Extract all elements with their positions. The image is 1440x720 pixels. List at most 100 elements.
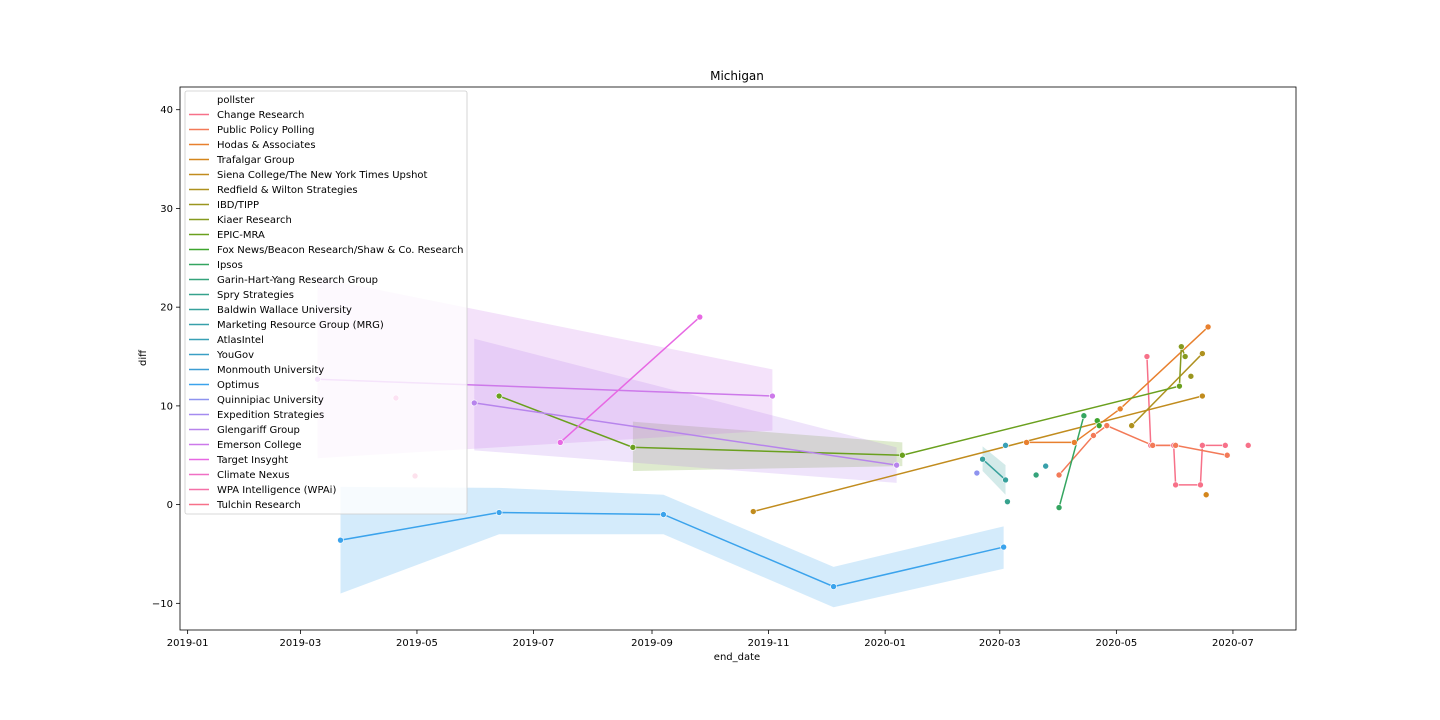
legend-title: pollster bbox=[217, 95, 255, 106]
legend-entry-marketing-resource-group-mrg: Marketing Resource Group (MRG) bbox=[217, 320, 384, 331]
point-siena-college-the-new-york-times-upshot-0 bbox=[749, 508, 757, 515]
legend-entry-kiaer-research: Kiaer Research bbox=[217, 215, 292, 226]
point-epic-mra-0 bbox=[495, 392, 503, 400]
legend-entry-garin-hart-yang-research-group: Garin-Hart-Yang Research Group bbox=[217, 275, 378, 286]
x-axis-ticks: 2019-01 2019-03 2019-05 2019-07 2019-09 2019-… bbox=[167, 630, 1254, 649]
line-ipsos bbox=[1058, 415, 1085, 508]
point-hodas-associates-0 bbox=[1023, 439, 1030, 446]
legend-entry-hodas-associates: Hodas & Associates bbox=[217, 140, 316, 151]
point-garin-hart-yang-research-group-0 bbox=[1032, 471, 1040, 479]
x-tick-label-6: 2020-01 bbox=[864, 638, 906, 649]
x-tick-label-4: 2019-09 bbox=[631, 638, 673, 649]
legend-entry-trafalgar-group: Trafalgar Group bbox=[216, 155, 295, 166]
point-optimus-0 bbox=[337, 536, 344, 544]
point-glengariff-group-1 bbox=[893, 461, 900, 469]
plot-frame bbox=[179, 86, 1297, 631]
y-tick-label-5: 40 bbox=[160, 105, 173, 116]
y-tick-label-2: 10 bbox=[160, 401, 173, 412]
x-tick-label-0: 2019-01 bbox=[167, 638, 209, 649]
y-tick-label-4: 30 bbox=[160, 204, 173, 215]
legend-entry-fox-news-beacon-research-shaw-co-research: Fox News/Beacon Research/Shaw & Co. Rese… bbox=[217, 245, 464, 256]
point-fox-news-beacon-research-shaw-co-research-1 bbox=[1095, 422, 1103, 429]
legend-entry-siena-college-the-new-york-times-upshot: Siena College/The New York Times Upshot bbox=[217, 170, 428, 181]
point-epic-mra-2 bbox=[899, 451, 906, 459]
point-baldwin-wallace-university-1 bbox=[1002, 476, 1009, 484]
band-glengariff-group bbox=[474, 338, 897, 483]
point-atlasintel-0 bbox=[1002, 442, 1009, 449]
legend-entry-public-policy-polling: Public Policy Polling bbox=[217, 125, 315, 136]
point-epic-mra-3 bbox=[1176, 382, 1183, 390]
point-hodas-associates-3 bbox=[1204, 323, 1212, 331]
point-public-policy-polling-0 bbox=[1055, 471, 1063, 479]
point-target-insyght-0 bbox=[696, 313, 704, 321]
legend-entry-expedition-strategies: Expedition Strategies bbox=[217, 410, 324, 421]
point-public-policy-polling-5 bbox=[1223, 451, 1231, 459]
legend-entry-tulchin-research: Tulchin Research bbox=[216, 500, 301, 511]
legend-entry-target-insyght: Target Insyght bbox=[216, 455, 288, 466]
legend-entry-redfield-wilton-strategies: Redfield & Wilton Strategies bbox=[217, 185, 358, 196]
point-ipsos-1 bbox=[1055, 504, 1063, 511]
legend-entry-emerson-college: Emerson College bbox=[217, 440, 301, 451]
legend: pollster Change Research Public Policy Pol… bbox=[184, 90, 468, 515]
x-tick-label-2: 2019-05 bbox=[396, 638, 438, 649]
legend-entry-monmouth-university: Monmouth University bbox=[217, 365, 324, 376]
point-optimus-2 bbox=[660, 511, 667, 518]
point-change-research-4 bbox=[1197, 481, 1204, 489]
x-tick-label-1: 2019-03 bbox=[279, 638, 321, 649]
x-tick-label-7: 2020-03 bbox=[979, 638, 1021, 649]
legend-entry-atlasintel: AtlasIntel bbox=[217, 335, 264, 346]
point-public-policy-polling-3 bbox=[1149, 442, 1156, 449]
legend-entry-ipsos: Ipsos bbox=[217, 260, 243, 271]
point-baldwin-wallace-university-0 bbox=[979, 455, 986, 463]
point-epic-mra-1 bbox=[629, 444, 637, 451]
x-tick-label-3: 2019-07 bbox=[513, 638, 555, 649]
point-change-research-6 bbox=[1221, 442, 1229, 449]
line-baldwin-wallace-university bbox=[982, 458, 1007, 481]
point-change-research-3 bbox=[1172, 481, 1179, 489]
line-public-policy-polling bbox=[1058, 424, 1228, 476]
point-trafalgar-group-0 bbox=[1202, 491, 1210, 499]
point-target-insyght-1 bbox=[556, 439, 564, 446]
point-quinnipiac-university-0 bbox=[973, 469, 981, 477]
y-tick-label-1: 0 bbox=[167, 500, 173, 511]
line-epic-mra bbox=[498, 385, 1180, 457]
point-change-research-0 bbox=[1143, 353, 1151, 360]
point-ipsos-0 bbox=[1080, 412, 1088, 420]
point-ibd-tipp-0 bbox=[1187, 372, 1195, 380]
legend-entry-spry-strategies: Spry Strategies bbox=[217, 290, 294, 301]
line-siena-college-the-new-york-times-upshot bbox=[753, 395, 1203, 513]
point-public-policy-polling-2 bbox=[1103, 422, 1111, 429]
legend-box bbox=[184, 90, 468, 515]
x-tick-label-5: 2019-11 bbox=[748, 638, 790, 649]
point-redfield-wilton-strategies-1 bbox=[1199, 350, 1206, 357]
legend-entry-glengariff-group: Glengariff Group bbox=[217, 425, 300, 436]
x-axis-label: end_date bbox=[714, 652, 760, 663]
line-target-insyght bbox=[559, 316, 701, 443]
point-emerson-college-1 bbox=[769, 392, 776, 400]
point-kiaer-research-1 bbox=[1178, 343, 1185, 350]
y-tick-label-0: −10 bbox=[152, 599, 173, 610]
point-change-research-5 bbox=[1199, 442, 1206, 449]
point-glengariff-group-0 bbox=[470, 399, 478, 407]
point-public-policy-polling-4 bbox=[1172, 442, 1179, 449]
legend-entry-wpa-intelligence-wpai: WPA Intelligence (WPAi) bbox=[217, 485, 336, 496]
legend-entry-baldwin-wallace-university: Baldwin Wallace University bbox=[217, 305, 352, 316]
point-siena-college-the-new-york-times-upshot-1 bbox=[1199, 392, 1206, 400]
y-axis-ticks: −10 0 10 20 30 40 bbox=[152, 105, 180, 610]
line-change-research bbox=[1146, 356, 1226, 486]
point-optimus-4 bbox=[1000, 543, 1007, 551]
legend-entry-change-research: Change Research bbox=[217, 110, 304, 121]
legend-entry-climate-nexus: Climate Nexus bbox=[217, 470, 290, 481]
point-hodas-associates-2 bbox=[1116, 405, 1124, 413]
y-tick-label-3: 20 bbox=[160, 303, 173, 314]
band-optimus bbox=[340, 486, 1004, 608]
y-axis-label: diff bbox=[138, 349, 149, 366]
point-kiaer-research-2 bbox=[1181, 353, 1189, 360]
x-tick-label-9: 2020-07 bbox=[1212, 638, 1254, 649]
line-glengariff-group bbox=[474, 402, 897, 466]
legend-entry-ibd-tipp: IBD/TIPP bbox=[217, 200, 259, 211]
legend-entry-optimus: Optimus bbox=[217, 380, 259, 391]
point-redfield-wilton-strategies-0 bbox=[1128, 422, 1135, 429]
legend-entry-yougov: YouGov bbox=[216, 350, 254, 361]
